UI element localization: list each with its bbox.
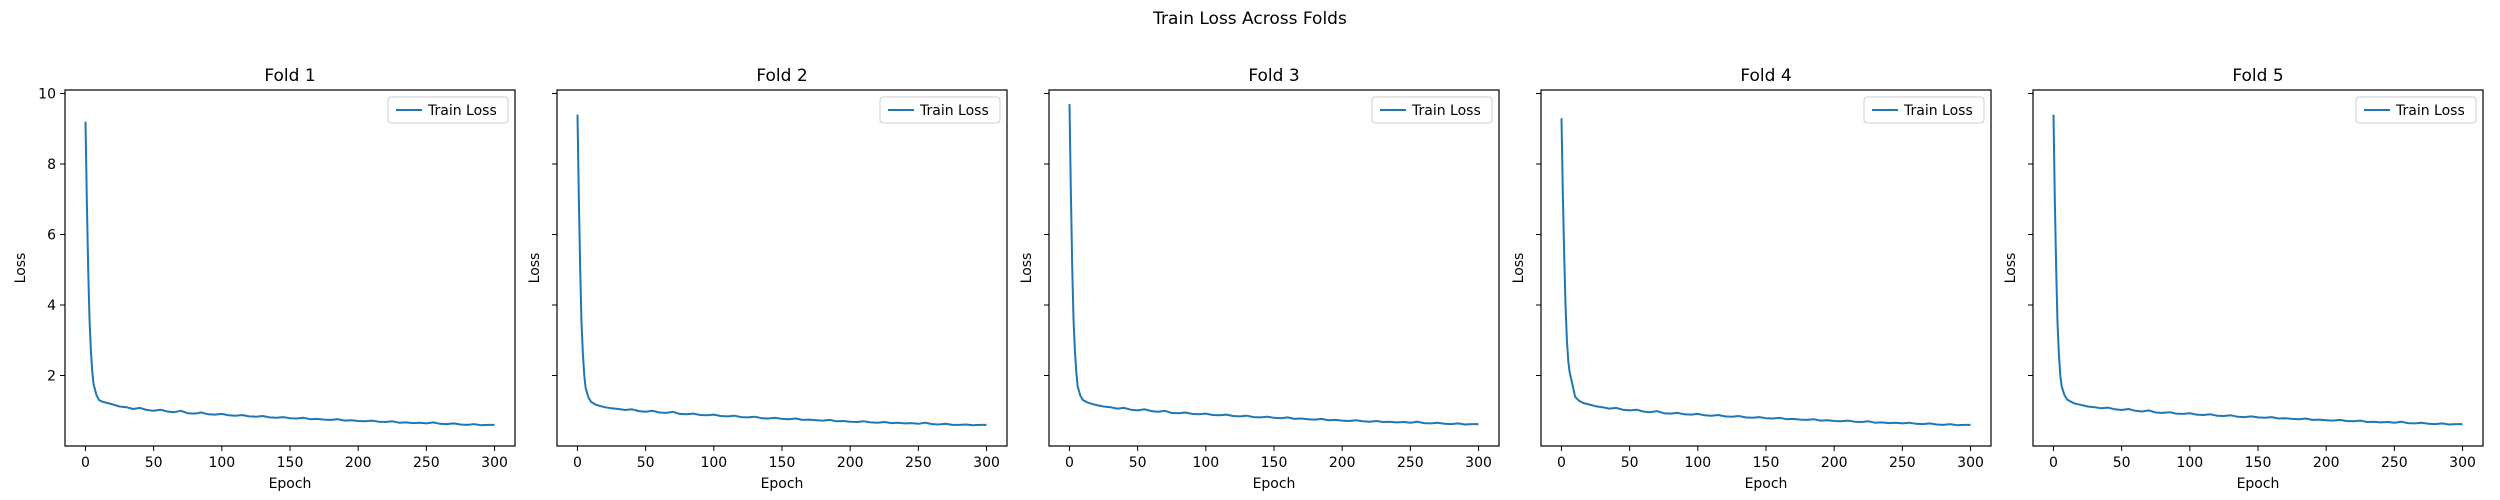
x-tick-label: 150 bbox=[2245, 455, 2272, 471]
x-axis-label: Epoch bbox=[761, 476, 804, 492]
x-axis-label: Epoch bbox=[269, 476, 312, 492]
panels: Fold 1 0 50 100 150 200 250 300 2 4 6 8 10 Epoch Loss T… bbox=[13, 66, 2484, 492]
x-tick-label: 0 bbox=[573, 455, 582, 471]
panel-title: Fold 5 bbox=[2232, 66, 2283, 86]
x-tick-label: 250 bbox=[1889, 455, 1916, 471]
fold-panel: Fold 1 0 50 100 150 200 250 300 2 4 6 8 10 Epoch Loss T… bbox=[13, 66, 516, 492]
train-loss-line bbox=[576, 114, 987, 427]
x-tick-label: 100 bbox=[1192, 455, 1219, 471]
x-tick-label: 150 bbox=[769, 455, 796, 471]
legend-box bbox=[1863, 96, 1985, 124]
legend-box bbox=[2355, 96, 2477, 124]
fold-panel: Fold 4 0 50 100 150 200 250 300 Epoch Loss Train L… bbox=[1511, 66, 1992, 492]
legend: Train Loss bbox=[387, 96, 509, 124]
x-tick-label: 50 bbox=[2113, 455, 2131, 471]
panel-title: Fold 1 bbox=[264, 66, 315, 86]
legend-label: Train Loss bbox=[1903, 103, 1973, 119]
legend: Train Loss bbox=[1371, 96, 1493, 124]
x-axis-label: Epoch bbox=[2237, 476, 2280, 492]
x-tick-label: 250 bbox=[1397, 455, 1424, 471]
x-tick-label: 300 bbox=[1957, 455, 1984, 471]
x-tick-label: 300 bbox=[1465, 455, 1492, 471]
legend-label: Train Loss bbox=[427, 103, 497, 119]
x-tick-label: 300 bbox=[481, 455, 508, 471]
x-tick-label: 250 bbox=[905, 455, 932, 471]
axes-frame bbox=[556, 89, 1008, 447]
legend-label: Train Loss bbox=[2395, 103, 2465, 119]
y-tick-label: 6 bbox=[47, 228, 56, 244]
x-tick-label: 0 bbox=[81, 455, 90, 471]
y-axis-label: Loss bbox=[1019, 253, 1035, 284]
axes-frame bbox=[64, 89, 516, 447]
x-tick-label: 300 bbox=[973, 455, 1000, 471]
fold-panel: Fold 3 0 50 100 150 200 250 300 Epoch Loss Train L… bbox=[1019, 66, 1500, 492]
y-tick-label: 4 bbox=[47, 298, 56, 314]
x-tick-label: 150 bbox=[1753, 455, 1780, 471]
x-tick-label: 300 bbox=[2449, 455, 2476, 471]
legend-box bbox=[879, 96, 1001, 124]
legend-box bbox=[387, 96, 509, 124]
axes-frame bbox=[1540, 89, 1992, 447]
x-tick-label: 100 bbox=[208, 455, 235, 471]
legend: Train Loss bbox=[1863, 96, 1985, 124]
x-axis-label: Epoch bbox=[1253, 476, 1296, 492]
panel-title: Fold 4 bbox=[1740, 66, 1791, 86]
figure-suptitle: Train Loss Across Folds bbox=[1152, 9, 1347, 29]
legend: Train Loss bbox=[879, 96, 1001, 124]
x-tick-label: 200 bbox=[1329, 455, 1356, 471]
x-tick-label: 100 bbox=[700, 455, 727, 471]
x-tick-label: 200 bbox=[345, 455, 372, 471]
x-tick-label: 150 bbox=[277, 455, 304, 471]
x-tick-label: 250 bbox=[2381, 455, 2408, 471]
x-tick-label: 50 bbox=[1621, 455, 1639, 471]
x-tick-label: 50 bbox=[637, 455, 655, 471]
y-axis-label: Loss bbox=[2003, 253, 2019, 284]
legend-label: Train Loss bbox=[919, 103, 989, 119]
y-axis-label: Loss bbox=[527, 253, 543, 284]
axes-frame bbox=[1048, 89, 1500, 447]
panel-title: Fold 3 bbox=[1248, 66, 1299, 86]
x-tick-label: 0 bbox=[2049, 455, 2058, 471]
y-axis-label: Loss bbox=[13, 253, 29, 284]
legend-box bbox=[1371, 96, 1493, 124]
x-tick-label: 100 bbox=[2176, 455, 2203, 471]
fold-panel: Fold 5 0 50 100 150 200 250 300 Epoch Loss Train L… bbox=[2003, 66, 2484, 492]
x-axis-label: Epoch bbox=[1745, 476, 1788, 492]
x-tick-label: 0 bbox=[1557, 455, 1566, 471]
x-tick-label: 150 bbox=[1261, 455, 1288, 471]
y-tick-label: 10 bbox=[38, 87, 56, 103]
x-tick-label: 200 bbox=[1821, 455, 1848, 471]
x-tick-label: 0 bbox=[1065, 455, 1074, 471]
x-tick-label: 200 bbox=[837, 455, 864, 471]
legend-label: Train Loss bbox=[1411, 103, 1481, 119]
legend: Train Loss bbox=[2355, 96, 2477, 124]
x-tick-label: 50 bbox=[145, 455, 163, 471]
fold-panel: Fold 2 0 50 100 150 200 250 300 Epoch Loss Train L… bbox=[527, 66, 1008, 492]
train-loss-line bbox=[1560, 118, 1971, 427]
train-loss-line bbox=[84, 121, 495, 427]
x-tick-label: 250 bbox=[413, 455, 440, 471]
panel-title: Fold 2 bbox=[756, 66, 807, 86]
axes-frame bbox=[2032, 89, 2484, 447]
y-axis-label: Loss bbox=[1511, 253, 1527, 284]
x-tick-label: 100 bbox=[1684, 455, 1711, 471]
y-tick-label: 8 bbox=[47, 157, 56, 173]
x-tick-label: 50 bbox=[1129, 455, 1147, 471]
train-loss-line bbox=[2052, 114, 2463, 426]
y-tick-label: 2 bbox=[47, 369, 56, 385]
train-loss-line bbox=[1068, 104, 1479, 426]
x-tick-label: 200 bbox=[2313, 455, 2340, 471]
